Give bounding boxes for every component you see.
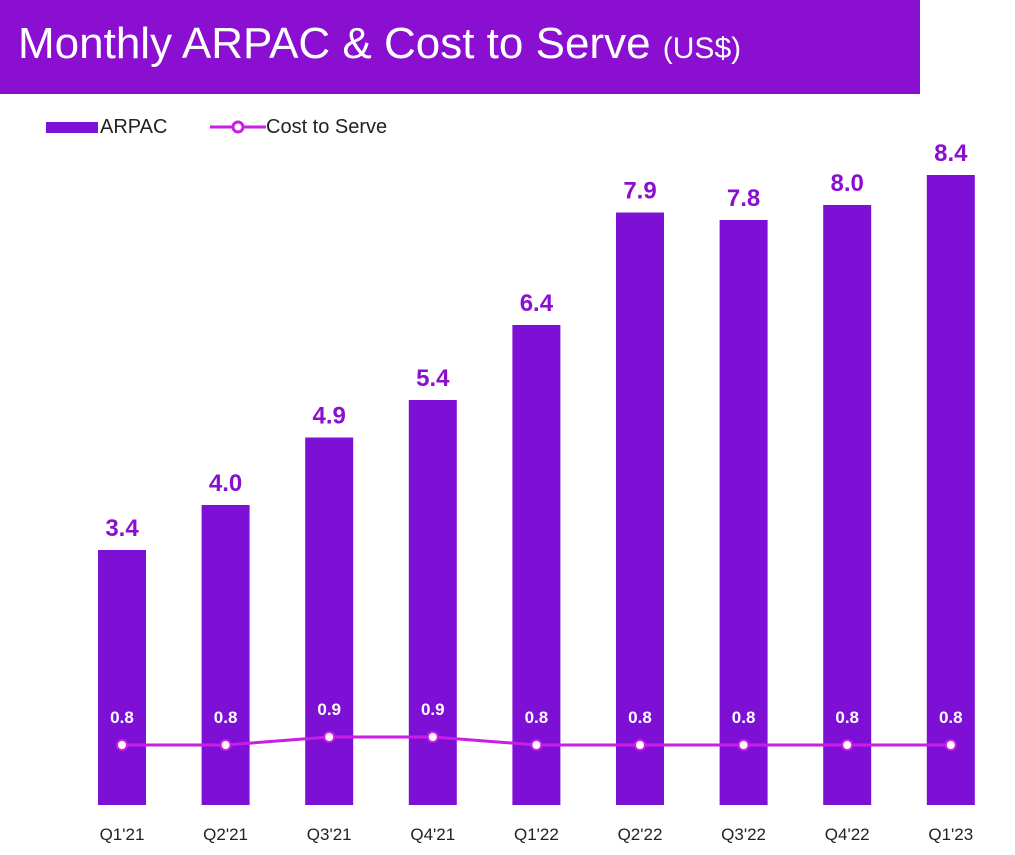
cost-label-group: 0.8 0.8 0.9 0.9 0.8 0.8 0.8 0.8 0.8 <box>110 700 962 727</box>
cost-value-label-3: 0.9 <box>421 700 445 719</box>
cost-value-label-5: 0.8 <box>628 708 652 727</box>
cost-point-8 <box>944 739 957 751</box>
cost-value-label-0: 0.8 <box>110 708 134 727</box>
legend-swatch-cost-to-serve <box>210 120 266 134</box>
bar-value-label-3: 5.4 <box>416 365 450 392</box>
bar-2 <box>305 437 354 805</box>
cost-point-4 <box>530 739 543 751</box>
legend-swatch-arpac <box>46 122 98 133</box>
cost-point-7 <box>841 739 854 751</box>
cost-value-label-7: 0.8 <box>835 708 859 727</box>
x-tick-label-7: Q4'22 <box>825 825 870 844</box>
x-tick-group: Q1'21 Q2'21 Q3'21 Q4'21 Q1'22 Q2'22 Q3'22 Q4'22… <box>100 825 974 844</box>
cost-point-5 <box>634 739 646 751</box>
x-tick-label-0: Q1'21 <box>100 825 145 844</box>
legend-label-cost-to-serve: Cost to Serve <box>266 116 388 138</box>
chart-title-main: Monthly ARPAC & Cost to Serve <box>18 19 651 68</box>
x-tick-label-6: Q3'22 <box>721 825 766 844</box>
bar-6 <box>719 220 768 805</box>
cost-point-0 <box>116 739 128 751</box>
bar-8 <box>926 175 975 805</box>
bar-value-label-1: 4.0 <box>209 470 242 497</box>
bar-value-label-4: 6.4 <box>520 290 554 317</box>
bar-value-label-5: 7.9 <box>623 178 656 205</box>
bar-value-label-6: 7.8 <box>727 185 760 212</box>
cost-point-6 <box>737 739 750 751</box>
bar-0 <box>98 550 146 805</box>
cost-point-2 <box>323 731 336 743</box>
bar-value-label-2: 4.9 <box>313 403 346 430</box>
legend-label-arpac: ARPAC <box>100 116 168 138</box>
bar-value-label-0: 3.4 <box>105 515 139 542</box>
cost-value-label-6: 0.8 <box>732 708 756 727</box>
x-tick-label-2: Q3'21 <box>307 825 352 844</box>
bar-5 <box>616 212 664 805</box>
cost-line-group <box>116 731 957 751</box>
cost-point-3 <box>426 731 439 743</box>
title-banner: Monthly ARPAC & Cost to Serve (US$) <box>0 0 920 94</box>
x-tick-label-3: Q4'21 <box>410 825 455 844</box>
bar-1 <box>201 505 250 805</box>
bar-value-label-8: 8.4 <box>934 140 968 167</box>
x-tick-label-8: Q1'23 <box>928 825 973 844</box>
cost-value-label-4: 0.8 <box>525 708 549 727</box>
bar-label-group: 3.4 4.0 4.9 5.4 6.4 7.9 7.8 8.0 8.4 <box>105 140 968 542</box>
x-tick-label-1: Q2'21 <box>203 825 248 844</box>
cost-value-label-8: 0.8 <box>939 708 963 727</box>
cost-value-label-2: 0.9 <box>317 700 341 719</box>
bar-4 <box>512 325 561 805</box>
chart-title: Monthly ARPAC & Cost to Serve (US$) <box>18 14 741 79</box>
bar-value-label-7: 8.0 <box>831 170 864 197</box>
cost-point-1 <box>219 739 232 751</box>
bar-7 <box>823 205 872 805</box>
chart-title-unit: (US$) <box>662 32 742 65</box>
x-tick-label-5: Q2'22 <box>618 825 663 844</box>
x-tick-label-4: Q1'22 <box>514 825 559 844</box>
bar-3 <box>408 400 457 805</box>
cost-value-label-1: 0.8 <box>214 708 238 727</box>
bar-group <box>98 175 975 805</box>
